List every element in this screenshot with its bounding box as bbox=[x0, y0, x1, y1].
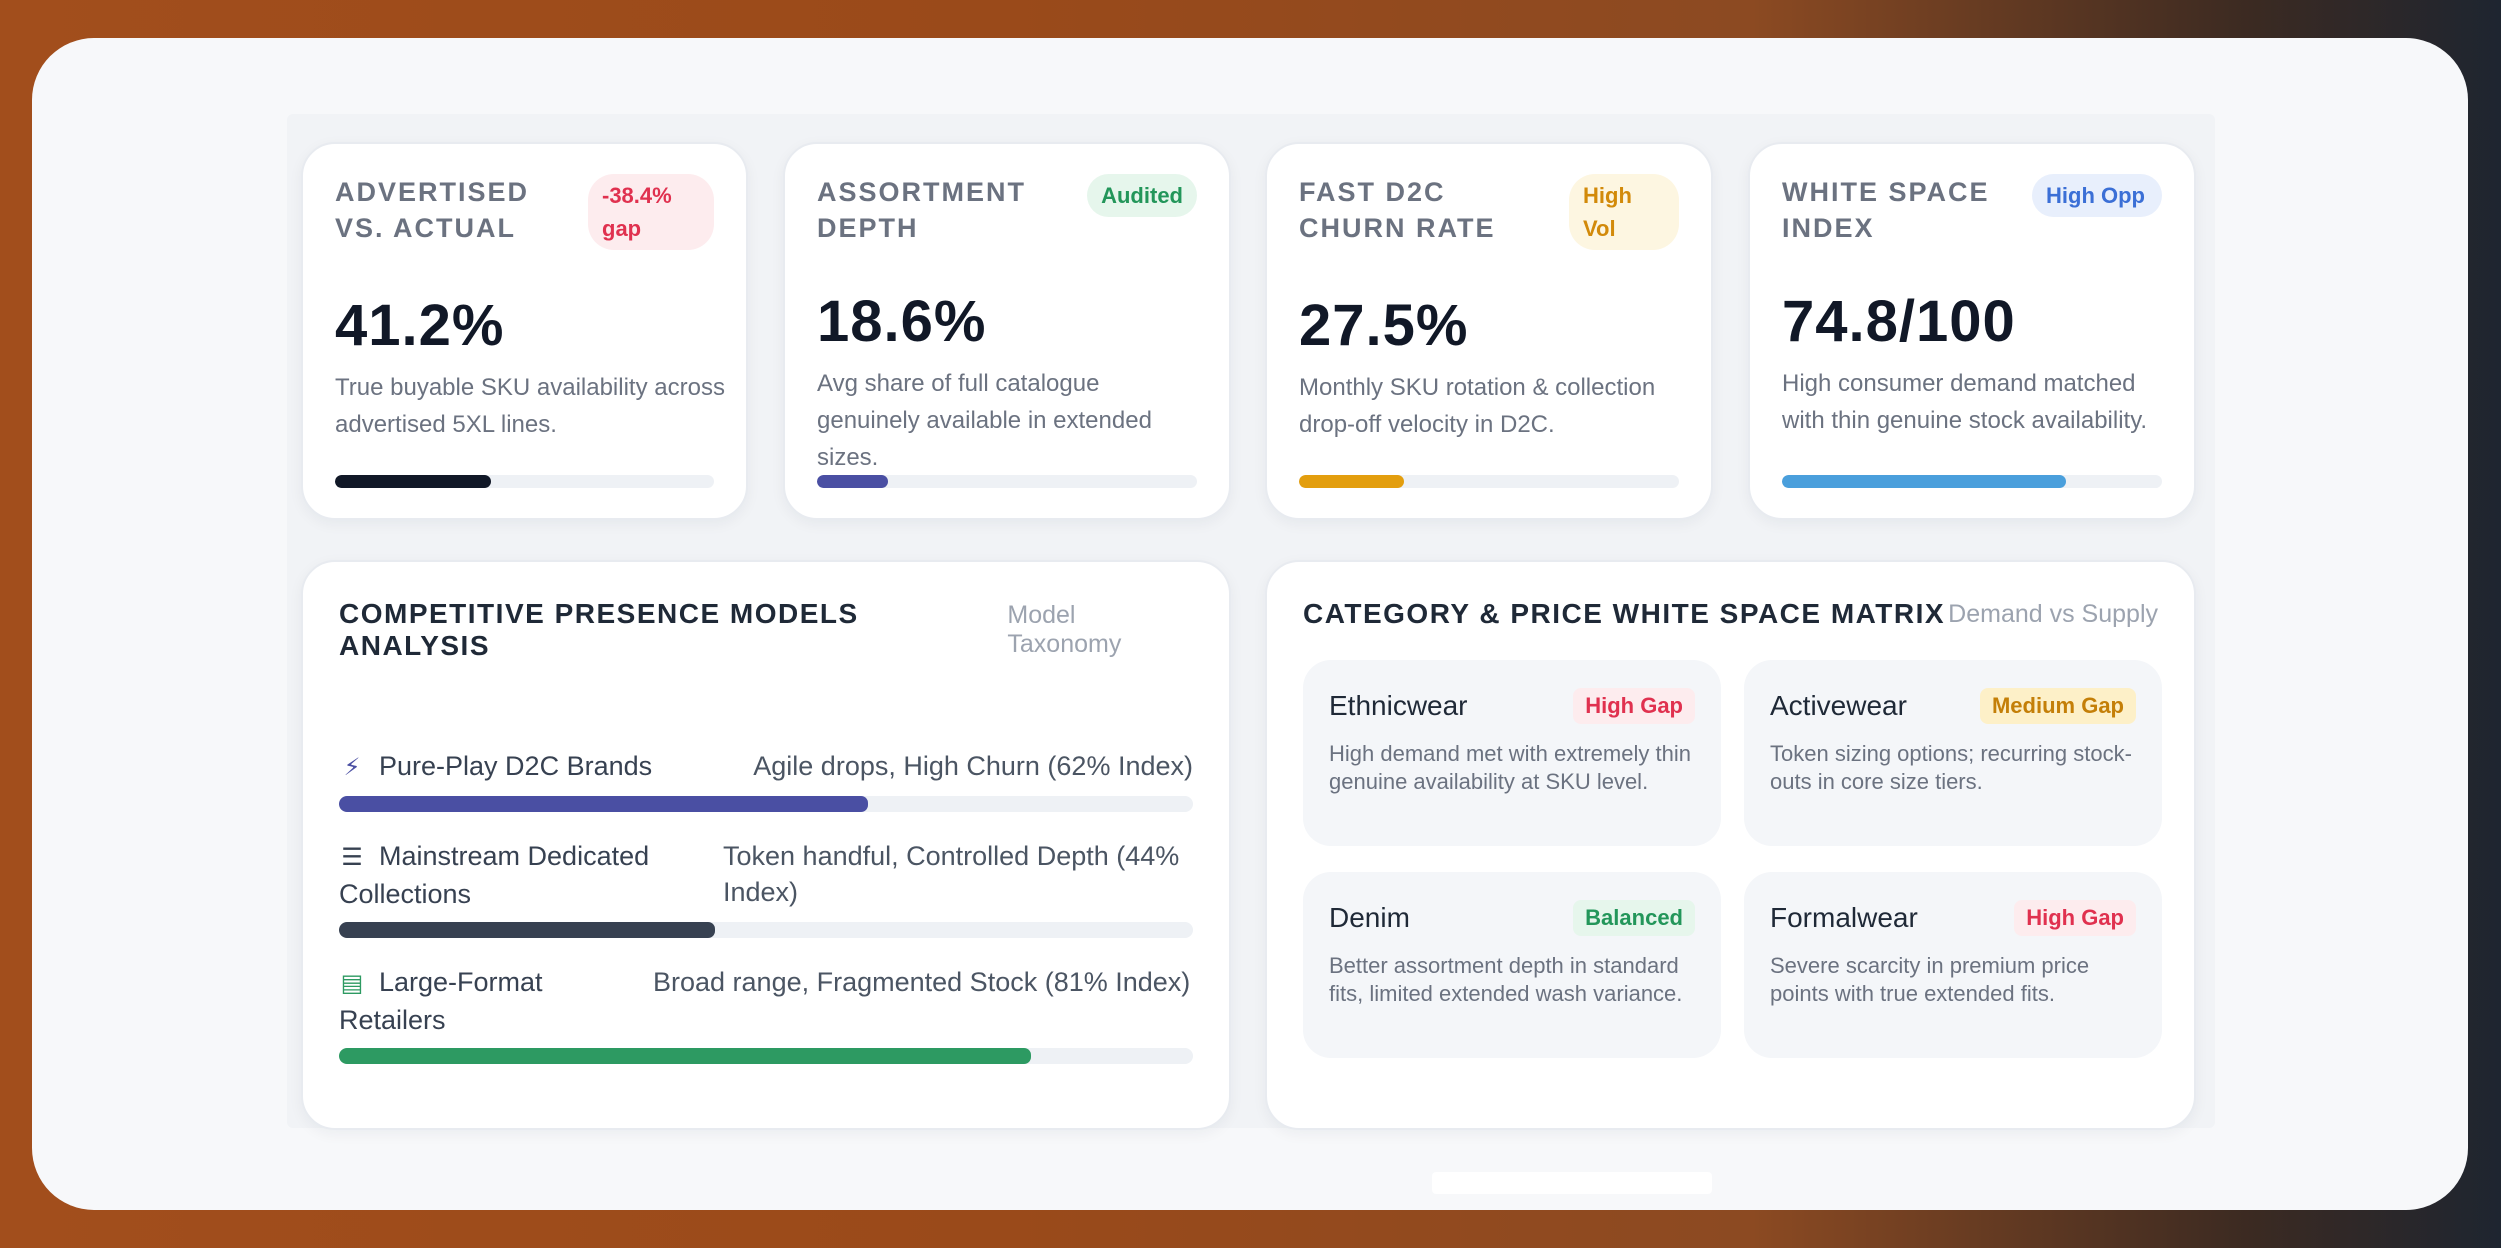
kpi-progress-fill bbox=[335, 475, 492, 488]
panel-title: COMPETITIVE PRESENCE MODELS ANALYSIS bbox=[339, 598, 859, 661]
tile-description: Severe scarcity in premium price points … bbox=[1770, 953, 2090, 1006]
gap-badge: High Gap bbox=[1573, 688, 1695, 724]
model-description: Broad range, Fragmented Stock (81% Index… bbox=[653, 967, 1191, 997]
kpi-progress-track bbox=[1299, 475, 1679, 488]
panel-subtitle: Model Taxonomy bbox=[1007, 601, 1122, 658]
model-progress-fill bbox=[339, 922, 715, 938]
panel-subtitle: Demand vs Supply bbox=[1948, 599, 2158, 628]
model-progress-track bbox=[339, 796, 1193, 812]
panel-title: CATEGORY & PRICE WHITE SPACE MATRIX bbox=[1303, 598, 1946, 629]
tile-description: Token sizing options; recurring stock-ou… bbox=[1770, 741, 2132, 794]
kpi-card-white-space-index: WHITE SPACE INDEX High Opp 74.8/100 High… bbox=[1748, 142, 2196, 520]
competitive-presence-panel: COMPETITIVE PRESENCE MODELS ANALYSIS Mod… bbox=[301, 560, 1231, 1130]
tile-name: Activewear bbox=[1770, 690, 1907, 721]
model-name: Mainstream Dedicated Collections bbox=[339, 841, 650, 909]
tile-description: Better assortment depth in standard fits… bbox=[1329, 953, 1683, 1006]
kpi-title: FAST D2C CHURN RATE bbox=[1299, 177, 1496, 243]
kpi-progress-fill bbox=[1782, 475, 2067, 488]
model-name: Pure-Play D2C Brands bbox=[379, 751, 653, 781]
kpi-description: High consumer demand matched with thin g… bbox=[1782, 370, 2148, 434]
lightning-icon: ⚡ bbox=[343, 754, 361, 781]
kpi-card-assortment-depth: ASSORTMENT DEPTH Audited 18.6% Avg share… bbox=[783, 142, 1231, 520]
model-name: Large-Format Retailers bbox=[339, 967, 543, 1035]
tile-name: Denim bbox=[1329, 902, 1410, 933]
tile-name: Ethnicwear bbox=[1329, 690, 1468, 721]
bottom-scroll-indicator bbox=[1432, 1172, 1712, 1194]
tile-description: High demand met with extremely thin genu… bbox=[1329, 741, 1691, 794]
kpi-progress-track bbox=[1782, 475, 2162, 488]
kpi-description: Monthly SKU rotation & collection drop-o… bbox=[1299, 374, 1656, 438]
kpi-value: 18.6% bbox=[817, 289, 987, 354]
model-progress-track bbox=[339, 922, 1193, 938]
opportunity-badge: High Opp bbox=[2032, 174, 2162, 217]
model-description: Token handful, Controlled Depth (44% Ind… bbox=[723, 841, 1180, 907]
balanced-badge: Balanced bbox=[1573, 900, 1695, 936]
layers-icon: ☰ bbox=[341, 844, 363, 871]
matrix-tile-activewear: Activewear Medium Gap Token sizing optio… bbox=[1744, 660, 2162, 846]
kpi-progress-track bbox=[817, 475, 1197, 488]
kpi-description: True buyable SKU availability across adv… bbox=[335, 374, 725, 438]
kpi-progress-track bbox=[335, 475, 714, 488]
white-space-matrix-panel: CATEGORY & PRICE WHITE SPACE MATRIX Dema… bbox=[1265, 560, 2196, 1130]
gap-badge: High Gap bbox=[2014, 900, 2136, 936]
kpi-title: ADVERTISED VS. ACTUAL bbox=[335, 177, 530, 243]
kpi-description: Avg share of full catalogue genuinely av… bbox=[817, 370, 1152, 471]
matrix-tile-ethnicwear: Ethnicwear High Gap High demand met with… bbox=[1303, 660, 1721, 846]
kpi-card-advertised-vs-actual: ADVERTISED VS. ACTUAL -38.4% gap 41.2% T… bbox=[301, 142, 748, 520]
kpi-title: ASSORTMENT DEPTH bbox=[817, 177, 1026, 243]
model-progress-track bbox=[339, 1048, 1193, 1064]
tile-name: Formalwear bbox=[1770, 902, 1918, 933]
model-progress-fill bbox=[339, 796, 869, 812]
model-row-mainstream-collections: ☰ Mainstream Dedicated Collections Token … bbox=[339, 838, 1193, 938]
audited-badge: Audited bbox=[1087, 174, 1197, 217]
kpi-value: 27.5% bbox=[1299, 293, 1469, 358]
kpi-title: WHITE SPACE INDEX bbox=[1782, 177, 1990, 243]
volume-badge: High Vol bbox=[1569, 174, 1679, 250]
model-row-pure-play-d2c: ⚡ Pure-Play D2C Brands Agile drops, High … bbox=[339, 748, 1193, 812]
kpi-card-d2c-churn-rate: FAST D2C CHURN RATE High Vol 27.5% Month… bbox=[1265, 142, 1713, 520]
model-progress-fill bbox=[339, 1048, 1031, 1064]
matrix-tile-denim: Denim Balanced Better assortment depth i… bbox=[1303, 872, 1721, 1058]
kpi-progress-fill bbox=[817, 475, 888, 488]
kpi-progress-fill bbox=[1299, 475, 1404, 488]
kpi-value: 74.8/100 bbox=[1782, 289, 2016, 354]
gap-badge: -38.4% gap bbox=[588, 174, 714, 250]
model-description: Agile drops, High Churn (62% Index) bbox=[753, 751, 1193, 781]
screenshot-frame: ADVERTISED VS. ACTUAL -38.4% gap 41.2% T… bbox=[32, 38, 2468, 1210]
store-icon: ▤ bbox=[340, 970, 364, 997]
matrix-tile-formalwear: Formalwear High Gap Severe scarcity in p… bbox=[1744, 872, 2162, 1058]
gap-badge: Medium Gap bbox=[1979, 688, 2136, 724]
model-row-large-format-retailers: ▤ Large-Format Retailers Broad range, Fra… bbox=[339, 964, 1193, 1064]
kpi-value: 41.2% bbox=[335, 293, 505, 358]
